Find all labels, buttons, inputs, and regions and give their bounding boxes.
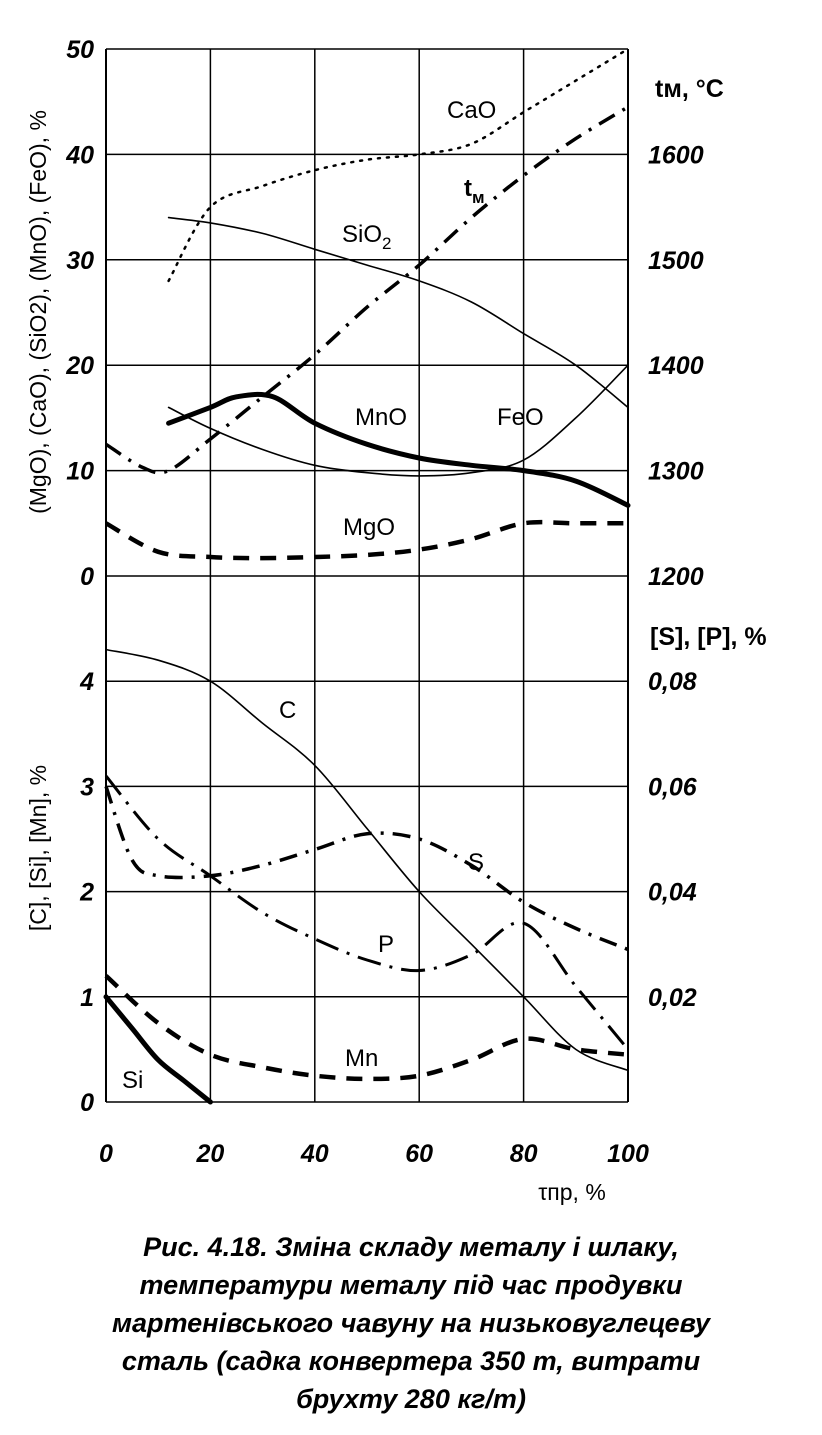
xtick-label: 100 xyxy=(607,1140,649,1168)
xtick-label: 80 xyxy=(510,1140,538,1168)
temp-ylabel: tм, °C xyxy=(655,75,724,103)
slag-ytick-label: 50 xyxy=(66,36,94,64)
chart-grid xyxy=(105,48,629,1103)
series-line-slag-feo xyxy=(167,364,629,477)
slag-ytick-label: 30 xyxy=(66,247,94,275)
series-line-metal-si xyxy=(103,994,213,1105)
metal-ytick-label: 4 xyxy=(79,668,94,696)
sp-ytick-label: 0,04 xyxy=(648,879,697,907)
xtick-label: 40 xyxy=(300,1140,329,1168)
temp-ytick-label: 1300 xyxy=(648,458,704,486)
metal-ytick-label: 3 xyxy=(80,773,94,801)
series-line-metal-s xyxy=(104,785,629,952)
caption-line-2: температури металу під час продувки xyxy=(139,1270,683,1300)
series-line-metal-mn xyxy=(104,974,629,1082)
metal-ytick-label: 1 xyxy=(80,984,94,1012)
series-label-slag-cao: CaO xyxy=(447,97,496,124)
caption-line-5: брухту 280 кг/т) xyxy=(296,1384,526,1414)
composition-chart: 0 10 20 30 40 50 1200 1300 1400 1500 1600 0 1 2 3 4 0,02… xyxy=(25,36,767,1205)
metal-ylabel: [C], [Si], [Mn], % xyxy=(25,765,51,931)
sp-ytick-label: 0,06 xyxy=(648,773,698,801)
series-label-metal-si: Si xyxy=(122,1067,143,1094)
metal-ytick-label: 0 xyxy=(80,1089,94,1117)
series-label-slag-sio2: SiO2 xyxy=(342,221,391,253)
series-label-slag-tм: tм xyxy=(464,175,485,207)
slag-ylabel: (MgO), (CaO), (SiO2), (MnO), (FeO), % xyxy=(25,110,51,514)
series-label-slag-feo: FeO xyxy=(497,404,544,431)
series-line-metal-c xyxy=(105,648,629,1072)
caption-line-1: Рис. 4.18. Зміна складу металу і шлаку, xyxy=(143,1232,679,1262)
temp-ytick-label: 1600 xyxy=(648,141,704,169)
slag-ytick-label: 10 xyxy=(66,458,94,486)
series-line-slag-mno xyxy=(166,391,631,508)
series-label-metal-mn: Mn xyxy=(345,1045,378,1072)
series-label-slag-mgo: MgO xyxy=(343,514,395,541)
series-label-metal-p: P xyxy=(378,931,394,958)
series-label-slag-mno: MnO xyxy=(355,404,407,431)
slag-ytick-label: 20 xyxy=(65,352,94,380)
series-line-slag-mgo xyxy=(104,519,628,561)
xtick-label: 20 xyxy=(195,1140,224,1168)
sp-ytick-label: 0,02 xyxy=(648,984,697,1012)
slag-ytick-label: 0 xyxy=(80,563,94,591)
metal-ytick-label: 2 xyxy=(79,879,94,907)
series-line-slag-sio2 xyxy=(167,216,629,409)
figure-caption: Рис. 4.18. Зміна складу металу і шлаку, … xyxy=(40,1228,782,1418)
temp-ytick-label: 1200 xyxy=(648,563,704,591)
slag-ytick-label: 40 xyxy=(65,141,94,169)
chart-series xyxy=(103,47,631,1105)
xlabel: τпр, % xyxy=(538,1179,606,1205)
series-label-metal-s: S xyxy=(468,849,484,876)
series-line-metal-p xyxy=(104,774,630,1051)
temp-ytick-label: 1400 xyxy=(648,352,704,380)
series-label-metal-c: C xyxy=(279,697,296,724)
series-line-slag-cao xyxy=(167,47,630,283)
sp-ytick-label: 0,08 xyxy=(648,668,697,696)
xtick-label: 60 xyxy=(405,1140,433,1168)
chart-labels: 0 10 20 30 40 50 1200 1300 1400 1500 1600 0 1 2 3 4 0,02… xyxy=(25,36,767,1205)
caption-line-3: мартенівського чавуну на низьковуглецеву xyxy=(112,1308,710,1338)
temp-ytick-label: 1500 xyxy=(648,247,704,275)
xtick-label: 0 xyxy=(99,1140,113,1168)
sp-ylabel: [S], [P], % xyxy=(650,623,767,651)
caption-line-4: сталь (садка конвертера 350 т, витрати xyxy=(121,1346,701,1376)
